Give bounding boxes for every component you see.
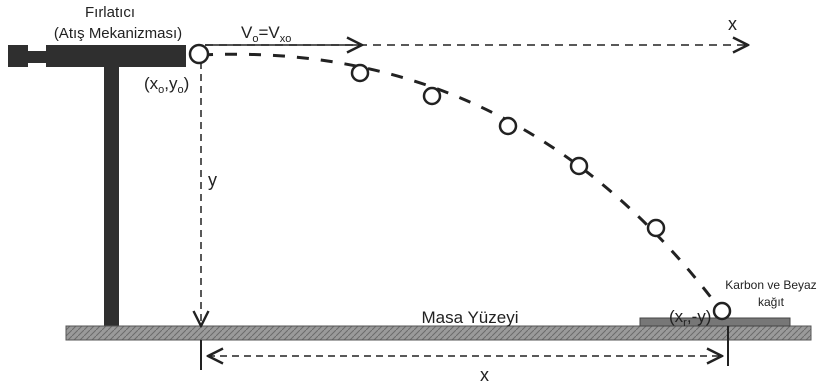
ball-position [646,218,666,238]
ball-landing [712,301,732,321]
paper-label-line2: kağıt [758,295,785,309]
ball-position [422,86,442,106]
paper-label-line1: Karbon ve Beyaz [725,278,816,292]
trajectory-path [200,52,724,313]
mechanism-label: (Atış Mekanizması) [54,25,182,42]
ball-start [188,43,210,65]
ball-position [350,63,370,83]
launcher-label: Fırlatıcı [85,4,135,21]
y-axis-label: y [208,170,217,190]
launcher-barrel [46,45,186,67]
end-point-label: (xr,-y) [669,307,711,329]
origin-label: (xo,yo) [144,74,189,96]
launcher-stand-pole [104,67,119,335]
table-label: Masa Yüzeyi [421,308,518,327]
velocity-label: Vo=Vxo [241,23,291,45]
carbon-paper [639,317,791,327]
launcher-connector [28,51,48,63]
launcher-mount-block [8,45,28,67]
range-label: x [480,365,489,385]
launcher [8,45,186,335]
table-surface [65,325,812,341]
x-axis-label: x [728,14,737,34]
ball-position [569,156,589,176]
table [65,317,812,341]
ball-positions [188,43,732,321]
ball-position [498,116,518,136]
